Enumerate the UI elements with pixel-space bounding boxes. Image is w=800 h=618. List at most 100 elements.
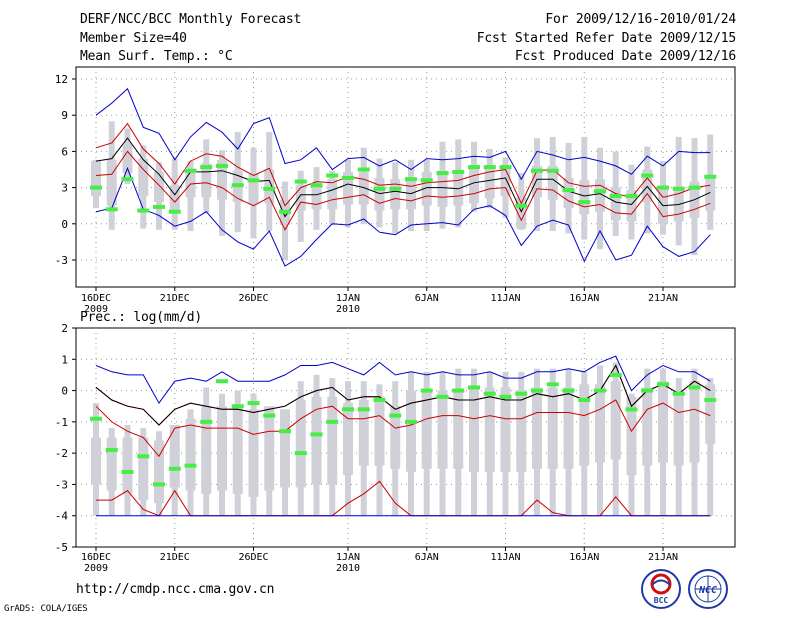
prec-box-quartile <box>232 406 243 494</box>
ncc-logo: NCC <box>688 569 728 609</box>
prec-xtick-label: 21JAN <box>648 552 678 563</box>
ncc-logo-text: NCC <box>698 585 717 596</box>
prec-ytick-label: 1 <box>61 353 68 366</box>
prec-observed-marker <box>688 385 701 390</box>
prec-box-quartile <box>532 387 542 469</box>
prec-box-quartile <box>579 384 590 466</box>
prec-box-quartile <box>705 384 716 444</box>
temp-series-min <box>95 166 711 267</box>
prec-observed-marker <box>373 397 386 402</box>
temp-observed-marker <box>499 165 512 170</box>
prec-box-quartile <box>658 381 668 463</box>
temp-observed-marker <box>90 185 102 190</box>
prec-observed-marker <box>184 463 197 468</box>
grads-credit: GrADS: COLA/IGES <box>4 604 88 614</box>
prec-xtick-label: 16JAN <box>569 552 599 563</box>
prec-observed-marker <box>326 419 339 424</box>
temp-observed-marker <box>389 186 402 191</box>
prec-box-quartile <box>689 381 700 463</box>
temp-box-quartile <box>673 186 684 222</box>
temp-box-quartile <box>469 168 479 204</box>
prec-ytick-label: -5 <box>55 541 68 554</box>
temp-observed-marker <box>121 177 134 182</box>
temp-series-upper <box>95 122 711 207</box>
temp-ytick-label: 3 <box>61 182 68 195</box>
temp-observed-marker <box>468 165 480 170</box>
prec-ytick-label: -3 <box>55 478 68 491</box>
temp-observed-marker <box>373 186 386 191</box>
prec-observed-marker <box>546 382 559 387</box>
temp-box-quartile <box>169 185 180 213</box>
prec-box-quartile <box>122 437 133 494</box>
prec-observed-marker <box>357 407 370 412</box>
prec-series-mean <box>95 364 711 426</box>
prec-box-quartile <box>484 387 495 472</box>
prec-xtick-label: 6JAN <box>415 552 439 563</box>
temp-observed-marker <box>562 188 575 193</box>
temp-observed-marker <box>137 208 150 213</box>
prec-box-quartile <box>610 381 621 460</box>
prec-box-quartile <box>169 424 180 488</box>
temp-xtick-label: 16DEC <box>81 293 111 304</box>
prec-box-quartile <box>673 390 684 466</box>
prec-observed-marker <box>499 394 512 399</box>
temp-xtick-label: 21JAN <box>648 293 678 304</box>
temp-plot-frame <box>75 66 736 288</box>
temp-observed-marker <box>546 168 559 173</box>
prec-box-quartile <box>201 406 212 494</box>
temp-box-quartile <box>579 180 590 215</box>
prec-observed-marker <box>578 397 591 402</box>
prec-observed-marker <box>279 429 291 434</box>
prec-plot-frame <box>75 327 736 548</box>
temp-box-quartile <box>437 170 448 207</box>
prec-observed-marker <box>515 391 528 396</box>
temp-box-quartile <box>610 187 621 221</box>
fcst-started-label: Fcst Started Refer Date 2009/12/15 <box>476 31 737 46</box>
prec-box-quartile <box>280 409 290 488</box>
temp-observed-marker <box>279 209 291 214</box>
prec-box-quartile <box>516 390 527 472</box>
prec-observed-marker <box>657 382 669 387</box>
prec-ytick-label: -2 <box>55 447 68 460</box>
temp-observed-marker <box>184 168 197 173</box>
temp-box-quartile <box>138 158 149 197</box>
prec-xtick-year: 2010 <box>336 563 360 574</box>
temp-observed-marker <box>153 204 165 209</box>
prec-observed-marker <box>231 404 244 409</box>
temp-box-quartile <box>217 159 227 200</box>
temp-observed-marker <box>420 178 433 183</box>
prec-box-quartile <box>421 390 432 469</box>
prec-xtick-label: 26DEC <box>238 552 268 563</box>
prec-box-quartile <box>500 387 511 472</box>
temp-observed-marker <box>609 194 622 199</box>
prec-xtick-label: 1JAN <box>336 552 360 563</box>
prec-box-quartile <box>642 387 653 466</box>
temp-box-quartile <box>201 163 212 198</box>
prec-observed-marker <box>200 419 213 424</box>
temp-box-quartile <box>532 165 542 198</box>
prec-box-quartile <box>343 403 353 476</box>
prec-observed-marker <box>420 388 433 393</box>
temp-xtick-year: 2010 <box>336 304 360 315</box>
prec-observed-marker <box>672 391 685 396</box>
prec-observed-marker <box>310 432 323 437</box>
prec-ytick-label: -1 <box>55 416 68 429</box>
prec-box-quartile <box>185 418 196 491</box>
prec-box-quartile <box>374 396 385 466</box>
prec-observed-marker <box>216 379 228 384</box>
temp-observed-marker <box>168 209 181 214</box>
prec-observed-marker <box>468 385 480 390</box>
prec-xtick-label: 21DEC <box>160 552 190 563</box>
prec-box-quartile <box>154 440 164 504</box>
temp-box-quartile <box>484 167 495 199</box>
temp-box-quartile <box>343 171 353 205</box>
prec-observed-marker <box>153 482 165 487</box>
temp-box-quartile <box>122 144 133 174</box>
temp-box-quartile <box>516 197 527 229</box>
temp-observed-marker <box>531 168 543 173</box>
temp-observed-marker <box>625 194 638 199</box>
temp-xtick-label: 21DEC <box>160 293 190 304</box>
temp-xtick-label: 1JAN <box>336 293 360 304</box>
prec-box-quartile <box>563 387 574 469</box>
